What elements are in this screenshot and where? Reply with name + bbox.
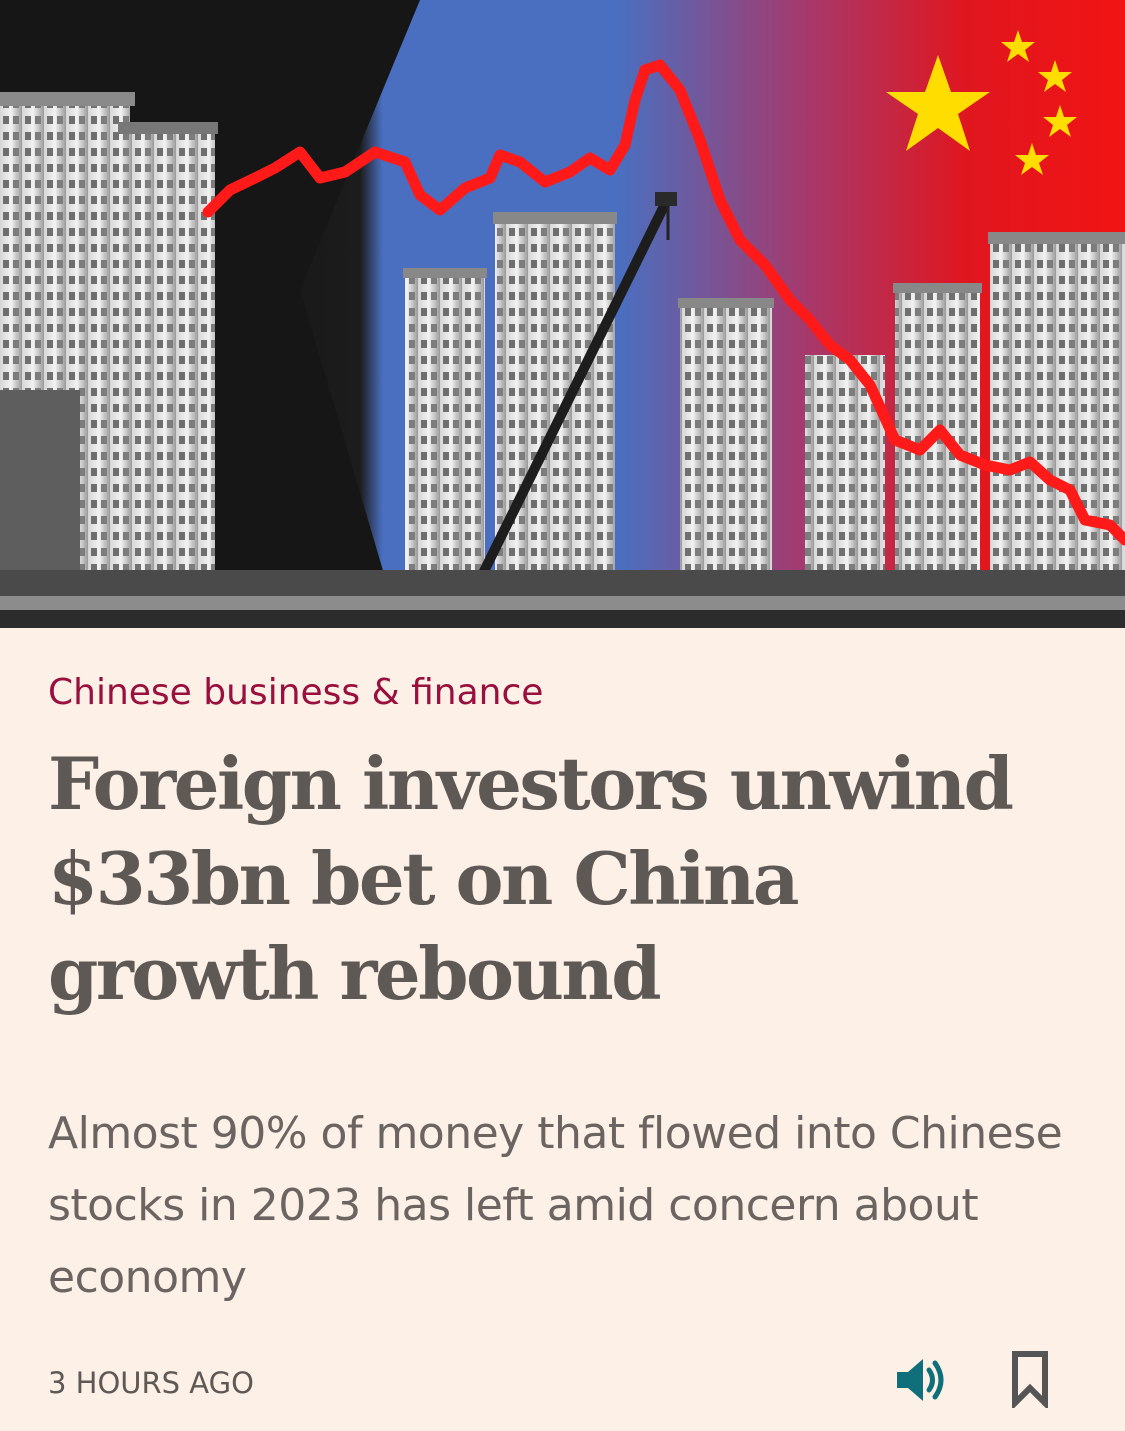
tower-mid-2 [495,220,615,600]
article-content: Chinese business & finance Foreign inves… [0,628,1125,1431]
headline[interactable]: Foreign investors unwind $33bn bet on Ch… [48,741,1014,1016]
tower-mid-3 [680,305,772,600]
tower-blocks [0,92,1125,600]
small-star-icon [1015,143,1049,175]
small-star-icon [1043,105,1077,137]
standfirst: Almost 90% of money that flowed into Chi… [48,1108,1063,1303]
save-button[interactable] [1008,1350,1052,1411]
small-star-icon [1001,30,1035,62]
small-star-icon [1038,60,1072,92]
low-building-left [0,390,80,600]
section-link[interactable]: Chinese business & finance [48,672,544,713]
speaker-icon [897,1359,944,1401]
china-flag-stars [886,30,1077,175]
red-chart-line [202,59,1125,546]
hero-illustration [0,0,1125,628]
bookmark-icon [1012,1351,1048,1411]
tower-left-2 [120,130,215,600]
tower-mid-1 [405,275,485,600]
hero-image[interactable] [0,0,1125,628]
construction-crane [455,192,677,623]
big-star-icon [886,55,990,151]
timestamp: 3 HOURS AGO [48,1366,254,1400]
tower-right-3 [990,240,1125,600]
listen-button[interactable] [893,1355,951,1405]
